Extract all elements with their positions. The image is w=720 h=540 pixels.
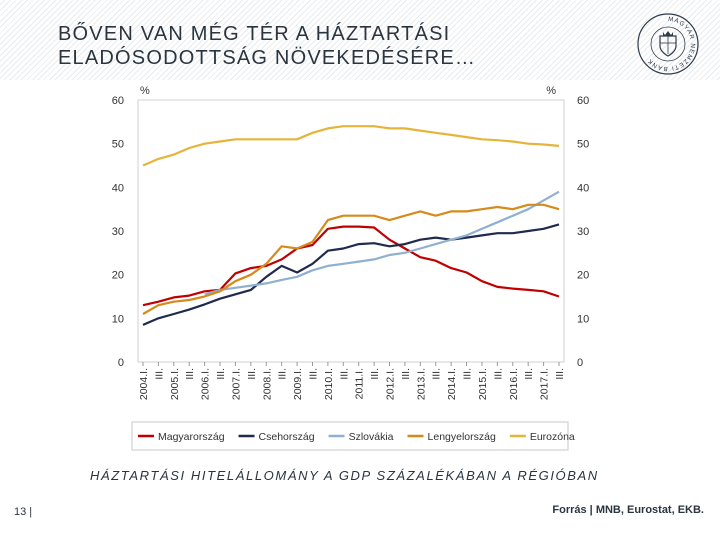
chart-subtitle: HÁZTARTÁSI HITELÁLLOMÁNY A GDP SZÁZALÉKÁ… [90,468,599,483]
series-line-Lengyelország [142,203,560,315]
title-line-2: ELADÓSODOTTSÁG NÖVEKEDÉSÉRE… [58,47,477,69]
series-line-Szlovákia [204,190,560,296]
x-tick-label: 2010.I. [323,368,335,400]
y-tick-left: 10 [112,313,124,325]
x-tick-label: III. [338,368,350,380]
logo-ring-text: MAGYAR NEMZETI BANK [646,16,695,72]
x-tick-label: 2014.I. [446,368,458,400]
x-tick-label: III. [492,368,504,380]
legend-label: Eurozóna [530,431,575,443]
legend-label: Magyarország [158,431,225,443]
x-tick-label: III. [400,368,412,380]
y-tick-right: 40 [577,182,589,194]
x-tick-label: 2017.I. [539,368,551,400]
x-tick-label: III. [153,368,165,380]
page-title: BŐVEN VAN MÉG TÉR A HÁZTARTÁSI ELADÓSODO… [58,22,476,70]
x-tick-label: III. [523,368,535,380]
y-tick-left: 60 [112,95,124,107]
x-tick-label: 2007.I. [230,368,242,400]
legend-label: Csehország [259,431,315,443]
x-tick-label: III. [246,368,258,380]
x-tick-label: 2009.I. [292,368,304,400]
x-tick-label: III. [277,368,289,380]
x-tick-label: III. [184,368,196,380]
x-tick-label: 2013.I. [415,368,427,400]
y-tick-right: 30 [577,226,589,238]
y-tick-right: 60 [577,95,589,107]
crown-icon [663,31,673,36]
x-tick-label: 2004.I. [138,368,150,400]
svg-text:MAGYAR NEMZETI BANK: MAGYAR NEMZETI BANK [646,16,696,72]
x-tick-label: 2011.I. [354,368,366,399]
x-tick-label: III. [431,368,443,380]
x-axis: 2004.I. III. 2005.I. III. 2006.I. III. 2007.I.… [138,362,566,400]
x-tick-label: 2016.I. [508,368,520,400]
y-axis-right: 0 10 20 30 40 50 60 [577,95,589,369]
x-tick-label: 2005.I. [169,368,181,400]
series-line-Csehország [142,223,560,326]
x-tick-label: III. [554,368,566,380]
header-pattern [0,0,720,80]
y-tick-left: 30 [112,226,124,238]
y-tick-left: 0 [118,357,124,369]
x-tick-label: III. [215,368,227,380]
shield-icon [659,35,677,57]
bank-logo: MAGYAR NEMZETI BANK [637,13,699,75]
legend-box [131,421,569,451]
y-unit-right: % [546,85,556,97]
y-tick-left: 20 [112,270,124,282]
series-line-Magyarország [142,225,560,307]
y-tick-left: 50 [112,139,124,151]
series-line-Eurozóna [142,125,560,167]
legend: Magyarország Csehország Szlovákia Lengyelor… [138,431,575,443]
x-tick-label: III. [307,368,319,380]
y-tick-left: 40 [112,182,124,194]
y-axis-left: 0 10 20 30 40 50 60 [112,95,124,369]
y-unit-left: % [140,85,150,97]
y-tick-right: 50 [577,139,589,151]
y-tick-right: 0 [577,357,583,369]
plot-area [137,99,565,363]
y-tick-right: 10 [577,313,589,325]
page-number: 13 | [14,506,33,518]
x-tick-label: III. [369,368,381,380]
source-note: Forrás | MNB, Eurostat, EKB. [552,504,704,516]
x-tick-label: 2015.I. [477,368,489,400]
x-tick-label: 2008.I. [261,368,273,400]
title-line-1: BŐVEN VAN MÉG TÉR A HÁZTARTÁSI [58,23,451,45]
legend-label: Lengyelország [428,431,496,443]
x-tick-label: 2006.I. [200,368,212,400]
x-tick-label: 2012.I. [385,368,397,400]
y-tick-right: 20 [577,270,589,282]
series-lines [142,125,560,326]
legend-label: Szlovákia [349,431,394,443]
x-tick-label: III. [462,368,474,380]
